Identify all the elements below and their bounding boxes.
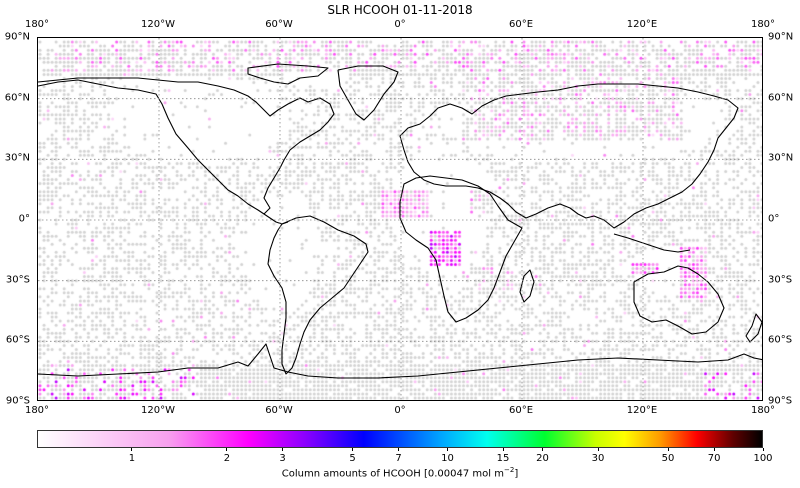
lon-tick-label: 60°E — [508, 19, 534, 30]
colorbar-tick-label: 100 — [753, 453, 773, 464]
lon-tick-label: 0° — [394, 405, 406, 416]
coastline-arctic-islands — [247, 63, 329, 85]
lon-tick-label: 60°W — [265, 405, 293, 416]
coastline-south-america — [267, 215, 369, 375]
lon-tick-label: 180° — [24, 405, 50, 416]
colorbar-tickmark — [597, 448, 599, 451]
coastline-greenland — [337, 65, 399, 121]
map-title: SLR HCOOH 01-11-2018 — [327, 3, 473, 17]
lat-tick-label: 90°S — [768, 395, 793, 407]
lat-tick-label: 0° — [18, 213, 30, 225]
lat-tick-label: 90°N — [4, 31, 30, 43]
coastline-indonesia — [613, 233, 691, 253]
colorbar-tick-label: 2 — [223, 453, 231, 464]
colorbar-tickmark — [282, 448, 283, 451]
lat-tick-label: 30°N — [768, 152, 794, 164]
coastline-eurasia — [399, 83, 739, 229]
lat-tick-label: 90°N — [768, 31, 794, 43]
lon-tick-label: 120°W — [141, 405, 175, 416]
lon-tick-label: 0° — [394, 19, 406, 30]
coastline-australia — [633, 265, 725, 335]
colorbar-tickmark — [713, 448, 715, 451]
colorbar-tickmark — [762, 448, 764, 451]
colorbar-tickmark — [502, 448, 504, 451]
lat-tick-label: 30°S — [768, 274, 793, 286]
colorbar-tick-label: 1 — [128, 453, 136, 464]
colorbar-tickmark — [226, 448, 228, 451]
colorbar-tickmark — [446, 448, 448, 451]
colorbar-tickmark — [667, 448, 669, 451]
colorbar-tickmark — [131, 448, 133, 451]
colorbar-tick-label: 30 — [591, 453, 605, 464]
lon-tick-label: 180° — [24, 19, 50, 30]
colorbar-tick-label: 70 — [707, 453, 721, 464]
colorbar-tickmark — [352, 448, 353, 451]
lon-tick-label: 180° — [750, 405, 776, 416]
colorbar-tickmark — [541, 448, 543, 451]
lon-tick-label: 120°E — [626, 405, 658, 416]
colorbar-tick-label: 20 — [536, 453, 549, 464]
lat-tick-label: 60°S — [5, 334, 30, 346]
colorbar-tick-label: 7 — [395, 453, 402, 464]
lat-tick-label: 30°S — [5, 274, 30, 286]
lon-tick-label: 120°E — [626, 19, 658, 30]
lat-tick-label: 60°N — [768, 92, 794, 104]
lon-tick-label: 180° — [750, 19, 776, 30]
colorbar-tick-label: 50 — [661, 453, 675, 464]
colorbar-label: Column amounts of HCOOH [0.00047 mol m−2… — [281, 466, 519, 480]
colorbar-tick-label: 10 — [441, 453, 454, 464]
coastline-north-america — [38, 77, 335, 215]
colorbar — [37, 430, 763, 448]
coastline-layer — [38, 38, 762, 400]
colorbar-tick-label: 15 — [496, 453, 510, 464]
colorbar-tick-label: 5 — [349, 453, 356, 464]
coastline-new-zealand — [745, 313, 762, 343]
lon-tick-label: 120°W — [141, 19, 175, 30]
coastline-madagascar — [519, 269, 535, 303]
map-plot-area[interactable] — [37, 37, 763, 401]
lon-tick-label: 60°W — [265, 19, 293, 30]
lat-tick-label: 30°N — [4, 152, 30, 164]
lat-tick-label: 60°N — [4, 92, 30, 104]
colorbar-tick-label: 3 — [279, 453, 286, 464]
lat-tick-label: 60°S — [768, 334, 793, 346]
lat-tick-label: 90°S — [5, 395, 30, 407]
lon-tick-label: 60°E — [508, 405, 534, 416]
coastline-antarctica — [38, 343, 762, 379]
lat-tick-label: 0° — [768, 213, 780, 225]
colorbar-tickmark — [398, 448, 400, 451]
gridlines — [38, 38, 762, 400]
coastline-africa — [399, 175, 523, 323]
